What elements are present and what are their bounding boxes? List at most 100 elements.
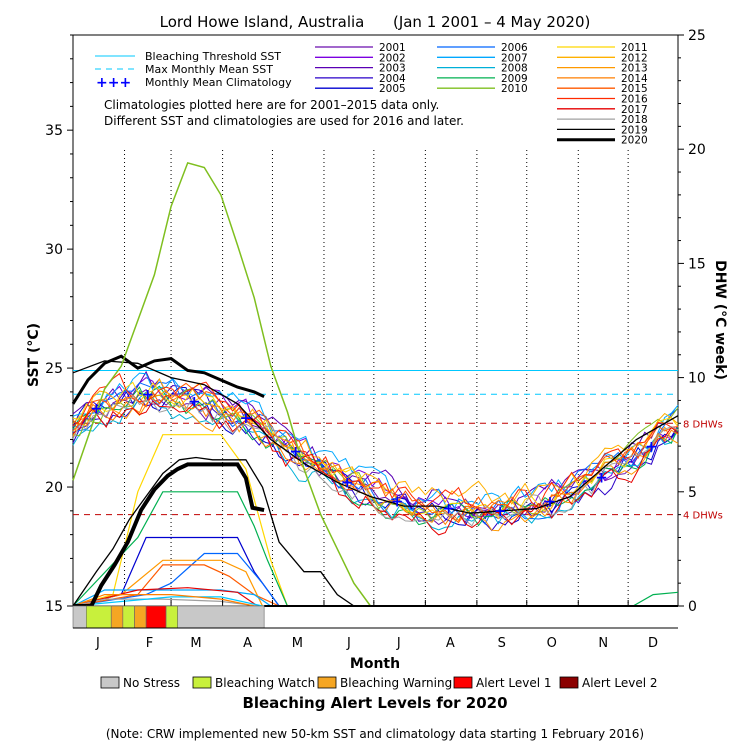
month-label: F (146, 636, 153, 651)
year-legend-label: 2002 (379, 52, 406, 64)
y-right-tick-label: 10 (688, 371, 706, 387)
alert-bar (72, 605, 678, 629)
alert-legend-label: Alert Level 2 (582, 676, 658, 690)
y-left-tick-label: 35 (45, 123, 63, 139)
month-label: J (396, 636, 401, 651)
year-legend-label: 2006 (501, 42, 528, 54)
year-legend-label: 2013 (621, 63, 648, 75)
sst-series-line (72, 394, 679, 527)
climatology-point: + (188, 392, 201, 410)
y-axis-right-label: DHW (°C week) (712, 260, 728, 380)
dhw-2019-line (72, 456, 355, 607)
alert-legend: No Stress Bleaching Watch Bleaching Warnin… (100, 676, 658, 690)
alert-segment (145, 605, 167, 629)
y-left-tick-label: 25 (45, 361, 63, 377)
alert-segment (134, 605, 147, 629)
chart-title: Lord Howe Island, Australia (Jan 1 2001 … (160, 13, 591, 31)
year-legend-label: 2015 (621, 83, 648, 95)
climatology-point: + (90, 400, 103, 418)
sst-series-line (72, 381, 679, 520)
y-right-tick-label: 0 (688, 599, 697, 615)
alert-legend-label: Bleaching Warning (340, 676, 452, 690)
dhw-series-line (72, 434, 288, 607)
y-left-tick-label: 20 (45, 480, 63, 496)
alert-segment (85, 605, 112, 629)
year-legend-label: 2001 (379, 42, 406, 54)
footnote: (Note: CRW implemented new 50-km SST and… (106, 727, 644, 741)
y-right-tick-label: 20 (688, 142, 706, 158)
alert-legend-swatch (453, 676, 473, 689)
year-legend-label: 2003 (379, 63, 406, 75)
month-label: J (95, 636, 100, 651)
climatology-point: + (442, 499, 455, 517)
year-legend-label: 2008 (501, 63, 528, 75)
legend-climatology-swatch: +++ (96, 75, 131, 91)
legend: Bleaching Threshold SST Max Monthly Mean… (95, 50, 464, 128)
month-label: N (598, 636, 608, 651)
alert-segment (165, 605, 179, 629)
alert-legend-swatch (559, 676, 579, 689)
month-label: M (190, 636, 201, 651)
x-axis-label: Month (350, 656, 400, 672)
y-left-tick-label: 30 (45, 242, 63, 258)
year-legend-label: 2018 (621, 114, 648, 126)
alert-legend-swatch (317, 676, 337, 689)
year-legend-label: 2012 (621, 52, 648, 64)
month-label: D (648, 636, 658, 651)
month-label: A (446, 636, 455, 651)
year-legend-label: 2011 (621, 42, 648, 54)
dhw-series-line (72, 587, 258, 607)
year-legend-label: 2020 (621, 135, 648, 147)
alert-legend-label: Alert Level 1 (476, 676, 552, 690)
month-label: O (547, 636, 557, 651)
year-legend-label: 2014 (621, 73, 648, 85)
alert-segment (110, 605, 124, 629)
alert-legend-label: No Stress (123, 676, 180, 690)
sst-series-line (72, 382, 679, 524)
climatology-point: + (544, 492, 557, 510)
year-legend-label: 2017 (621, 104, 648, 116)
year-legend-label: 2009 (501, 73, 528, 85)
year-legend-label: 2016 (621, 94, 648, 106)
alert-segment (177, 605, 265, 629)
alert-legend-label: Bleaching Watch (215, 676, 315, 690)
month-label: J (346, 636, 351, 651)
climatology-note-line1: Climatologies plotted here are for 2001–… (104, 98, 439, 112)
dhw-series-line (72, 491, 288, 607)
year-legend-label: 2005 (379, 83, 406, 95)
climatology-point: + (240, 409, 253, 427)
sst-series-line (72, 372, 679, 516)
sst-series-line (72, 389, 679, 526)
legend-climatology-label: Monthly Mean Climatology (145, 76, 292, 89)
legend-threshold-label: Bleaching Threshold SST (145, 50, 281, 63)
y-right-tick-label: 15 (688, 256, 706, 272)
climatology-note-line2: Different SST and climatologies are used… (104, 114, 464, 128)
month-label: S (498, 636, 506, 651)
year-legend-label: 2010 (501, 83, 528, 95)
y-left-tick-label: 15 (45, 599, 63, 615)
climatology-point: + (595, 469, 608, 487)
sst-2019-line (72, 360, 679, 514)
dhw-ref-label: 8 DHWs (683, 419, 723, 430)
y-right-tick-label: 25 (688, 28, 706, 44)
alert-legend-swatch (100, 676, 120, 689)
climatology-point: + (494, 502, 507, 520)
dhw-ref-label: 4 DHWs (683, 511, 723, 522)
month-label: A (243, 636, 252, 651)
alert-segment (122, 605, 135, 629)
climatology-point: + (391, 492, 404, 510)
sst-2020-line (71, 354, 265, 405)
alert-legend-swatch (192, 676, 212, 689)
alert-title: Bleaching Alert Levels for 2020 (242, 694, 507, 712)
climatology-point: + (289, 442, 302, 460)
legend-mmm-label: Max Monthly Mean SST (145, 63, 273, 76)
dhw-2010-line (72, 161, 372, 607)
month-label: M (292, 636, 303, 651)
climatology-point: + (341, 473, 354, 491)
dhw-series-line (632, 591, 679, 607)
climatology-point: + (142, 385, 155, 403)
year-legend-label: 2019 (621, 124, 648, 136)
